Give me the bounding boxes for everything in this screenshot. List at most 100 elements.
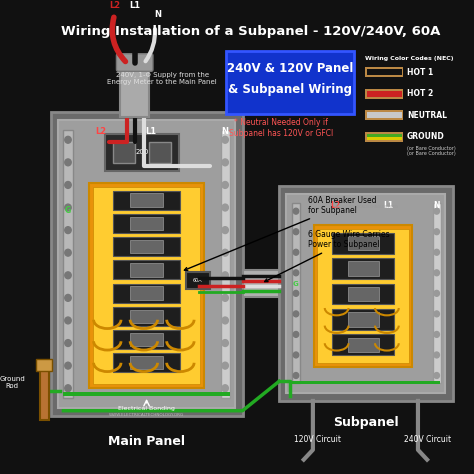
Bar <box>347 337 379 352</box>
Bar <box>113 307 181 326</box>
Bar <box>367 137 401 140</box>
Text: 200: 200 <box>135 149 149 155</box>
Bar <box>64 130 73 398</box>
Text: Wiring Installation of a Subpanel - 120V/240V, 60A: Wiring Installation of a Subpanel - 120V… <box>61 25 440 38</box>
Bar <box>365 89 403 99</box>
Circle shape <box>293 352 299 358</box>
Bar <box>292 382 440 384</box>
Bar <box>149 142 171 163</box>
Circle shape <box>65 339 71 346</box>
Bar <box>367 91 401 97</box>
Bar <box>130 333 164 346</box>
Circle shape <box>434 331 439 337</box>
Text: Wiring Color Codes (NEC): Wiring Color Codes (NEC) <box>365 55 454 61</box>
Circle shape <box>222 137 228 143</box>
Text: HOT 2: HOT 2 <box>407 89 433 98</box>
Circle shape <box>293 208 299 214</box>
Text: 6 Gauge Wire Carries
Power to Subpanel: 6 Gauge Wire Carries Power to Subpanel <box>264 230 390 282</box>
Circle shape <box>65 159 71 166</box>
Bar <box>367 69 401 75</box>
Text: 60A: 60A <box>193 278 202 283</box>
Text: N: N <box>433 201 439 210</box>
Circle shape <box>65 294 71 301</box>
Circle shape <box>222 272 228 279</box>
Text: 60A Breaker Used
for Subpanel: 60A Breaker Used for Subpanel <box>184 196 377 271</box>
Circle shape <box>293 249 299 255</box>
Text: G: G <box>65 206 71 215</box>
Circle shape <box>222 385 228 392</box>
Bar <box>36 359 53 371</box>
Bar <box>58 120 235 408</box>
Circle shape <box>222 294 228 301</box>
Text: (or Bare Conductor)
(or Bare Conductor): (or Bare Conductor) (or Bare Conductor) <box>407 146 456 156</box>
Bar <box>365 67 403 77</box>
Bar <box>113 191 181 210</box>
Circle shape <box>222 182 228 188</box>
Text: G: G <box>292 281 299 287</box>
Bar <box>332 335 394 356</box>
Bar <box>347 236 379 250</box>
Text: 120V Circuit: 120V Circuit <box>294 435 341 444</box>
Circle shape <box>222 159 228 166</box>
Circle shape <box>222 204 228 211</box>
Circle shape <box>434 208 439 214</box>
Bar <box>64 392 230 396</box>
Text: 240V & 120V Panel: 240V & 120V Panel <box>227 62 353 75</box>
Circle shape <box>434 373 439 378</box>
Bar <box>347 261 379 276</box>
Bar <box>220 130 230 398</box>
Bar <box>130 356 164 369</box>
Text: N: N <box>154 10 161 19</box>
Text: GROUND: GROUND <box>407 132 445 141</box>
Bar <box>292 203 300 383</box>
Bar <box>332 283 394 304</box>
Bar <box>347 287 379 301</box>
Text: N: N <box>222 128 228 137</box>
Text: WWW.ELECTRICALTECHNOLOGY.ORG: WWW.ELECTRICALTECHNOLOGY.ORG <box>333 205 398 209</box>
Text: Electrical Bonding: Electrical Bonding <box>118 406 175 411</box>
Bar <box>113 283 181 302</box>
FancyBboxPatch shape <box>117 54 153 71</box>
Bar <box>130 286 164 300</box>
Bar <box>113 353 181 372</box>
Bar <box>243 270 279 297</box>
Bar <box>120 64 149 117</box>
Circle shape <box>222 227 228 234</box>
Circle shape <box>222 362 228 369</box>
Circle shape <box>65 182 71 188</box>
Bar <box>51 112 243 416</box>
Bar <box>113 142 135 163</box>
Text: 240V, 1-Φ Supply from the
Energy Meter to the Main Panel: 240V, 1-Φ Supply from the Energy Meter t… <box>107 72 217 85</box>
Circle shape <box>434 352 439 358</box>
Bar <box>130 217 164 230</box>
Bar <box>40 367 49 420</box>
Circle shape <box>65 272 71 279</box>
Circle shape <box>434 249 439 255</box>
Text: Subpanel: Subpanel <box>333 416 399 428</box>
Text: L2: L2 <box>109 0 120 9</box>
Text: * Neutral Needed Only if
Subpanel has 120V or GFCI: * Neutral Needed Only if Subpanel has 12… <box>229 118 333 138</box>
Circle shape <box>293 270 299 276</box>
Circle shape <box>293 331 299 337</box>
Circle shape <box>222 339 228 346</box>
Bar <box>130 193 164 207</box>
Bar <box>365 110 403 120</box>
Text: L2: L2 <box>95 128 107 137</box>
Circle shape <box>434 270 439 276</box>
Circle shape <box>65 204 71 211</box>
Bar <box>318 229 409 363</box>
Circle shape <box>434 311 439 317</box>
Circle shape <box>293 373 299 378</box>
Bar <box>113 260 181 279</box>
Text: HOT 1: HOT 1 <box>407 68 433 77</box>
Text: WWW.ELECTRICALTECHNOLOGY.ORG: WWW.ELECTRICALTECHNOLOGY.ORG <box>109 413 184 417</box>
Bar <box>347 312 379 327</box>
Circle shape <box>222 249 228 256</box>
Bar <box>367 134 401 140</box>
Circle shape <box>434 291 439 296</box>
Bar <box>130 263 164 276</box>
Bar <box>93 187 201 384</box>
Circle shape <box>65 317 71 324</box>
Bar <box>130 310 164 323</box>
Text: Ground
Rod: Ground Rod <box>0 376 25 390</box>
